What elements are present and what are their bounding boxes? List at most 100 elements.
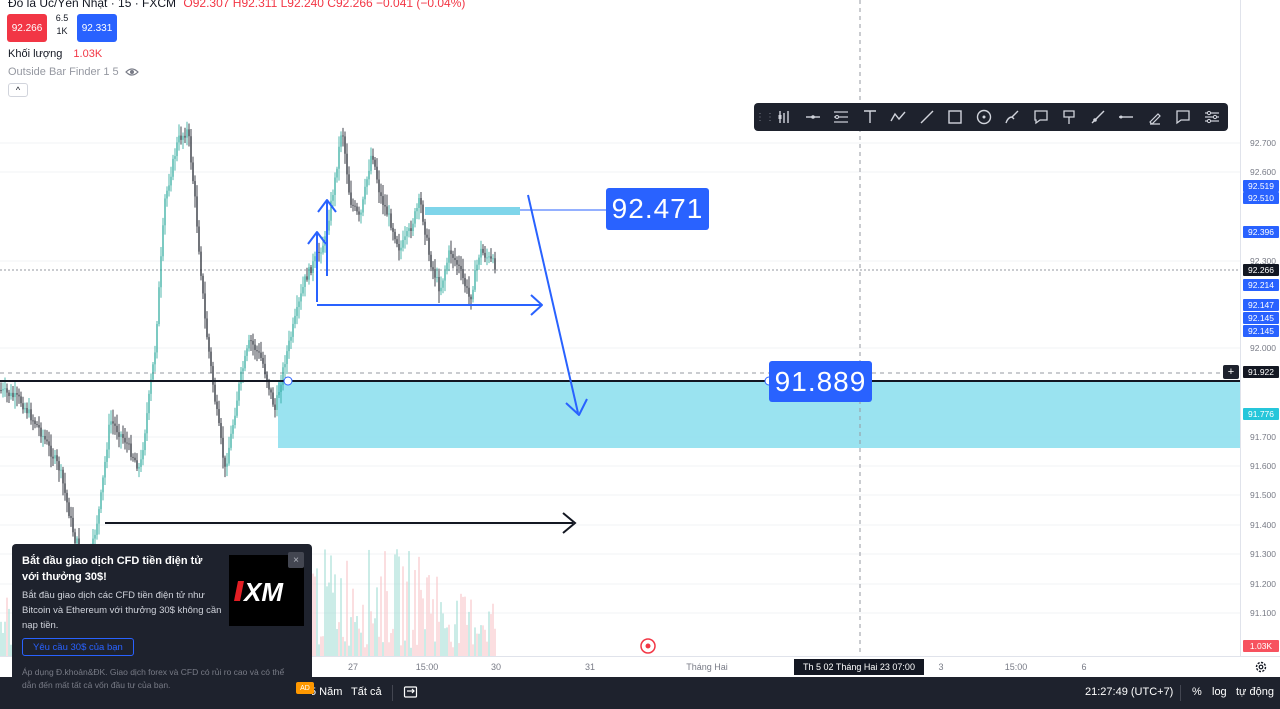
candle-body — [30, 409, 32, 421]
volume-bar — [468, 611, 470, 656]
volume-bar — [394, 554, 396, 656]
candle-body — [434, 269, 436, 278]
candle-body — [134, 457, 136, 461]
flag-tool-button[interactable] — [1055, 105, 1084, 129]
candle-body — [72, 517, 74, 533]
candle-body — [6, 388, 8, 393]
symbol-title[interactable]: Đô la Úc/Yên Nhật · 15 · FXCM — [8, 0, 177, 10]
candle-body — [228, 447, 230, 464]
candle-body — [322, 245, 324, 253]
range-all-button[interactable]: Tất cả — [351, 686, 382, 698]
volume-bar — [398, 556, 400, 656]
candle-body — [360, 212, 362, 215]
brush-tool-button[interactable] — [998, 105, 1027, 129]
candle-body — [118, 432, 120, 437]
candle-body — [350, 192, 352, 205]
templates-tool-button[interactable] — [770, 105, 799, 129]
price-axis-tick: 92.600 — [1250, 167, 1276, 177]
percent-scale-button[interactable]: % — [1192, 686, 1202, 698]
candle-body — [64, 483, 66, 493]
volume-bar — [458, 643, 460, 656]
volume-bar — [434, 641, 436, 656]
horizontal-ray-tool-button[interactable] — [799, 105, 828, 129]
indicator-label: Outside Bar Finder 1 5 — [8, 66, 119, 78]
ad-body: Bắt đầu giao dịch các CFD tiền điện tử n… — [22, 590, 222, 631]
comment-tool-button[interactable] — [1169, 105, 1198, 129]
auto-scale-button[interactable]: tự động — [1236, 686, 1274, 698]
time-axis-tick: 30 — [490, 662, 502, 672]
lower-price-callout[interactable]: 91.889 — [769, 361, 872, 402]
circle-tool-tool-button[interactable] — [970, 105, 999, 129]
candle-body — [146, 413, 148, 434]
sell-button[interactable]: 92.266 — [7, 14, 47, 42]
text-tool-tool-button[interactable] — [856, 105, 885, 129]
candle-body — [354, 205, 356, 207]
candle-body — [490, 256, 492, 259]
callout-tool-button[interactable] — [1027, 105, 1056, 129]
volume-legend[interactable]: Khối lượng 1.03K — [8, 48, 102, 60]
chart-settings-gear-icon[interactable] — [1254, 660, 1268, 674]
volume-bar — [464, 596, 466, 656]
horizontal-line-tool-button[interactable] — [1112, 105, 1141, 129]
volume-bar — [382, 642, 384, 656]
crosshair-time-label: Th 5 02 Tháng Hai 23 07:00 — [794, 659, 924, 675]
ray-tool-button[interactable] — [1084, 105, 1113, 129]
collapse-legend-button[interactable]: ^ — [8, 83, 28, 97]
candle-body — [356, 206, 358, 212]
price-axis[interactable]: 92.700 92.600 92.300 92.000 91.700 91.600 91.5… — [1240, 0, 1280, 656]
price-chart[interactable] — [0, 0, 1240, 656]
black-arrow-right[interactable] — [105, 512, 577, 534]
candle-body — [132, 456, 134, 458]
target-marker-icon — [640, 638, 656, 654]
add-alert-plus-button[interactable]: + — [1223, 365, 1239, 379]
candle-body — [188, 129, 190, 137]
time-axis[interactable]: 6 15:00 3 Tháng Hai 31 30 15:00 27 Th 5 02 Thán… — [0, 656, 1280, 677]
rectangle-tool-button[interactable] — [941, 105, 970, 129]
volume-bar — [352, 588, 354, 656]
candle-body — [460, 265, 462, 269]
buy-button[interactable]: 92.331 — [77, 14, 117, 42]
price-axis-tick: 91.300 — [1250, 549, 1276, 559]
upper-price-callout[interactable]: 92.471 — [606, 188, 709, 230]
upper-zone-rectangle[interactable] — [425, 207, 520, 215]
candle-body — [430, 254, 432, 268]
trend-line-tool-button[interactable] — [913, 105, 942, 129]
range-5-years-button[interactable]: 5 Năm — [310, 686, 343, 698]
toolbar-drag-handle[interactable]: ⋮⋮ — [755, 111, 775, 123]
volume-bar — [412, 629, 414, 656]
demand-zone-rectangle[interactable] — [278, 381, 1240, 448]
candle-body — [114, 423, 116, 426]
candle-body — [212, 366, 214, 385]
volume-bar — [374, 618, 376, 656]
candle-body — [202, 275, 204, 294]
candle-body — [494, 258, 496, 270]
candle-body — [156, 324, 158, 353]
price-axis-tag: 1.03K — [1243, 640, 1279, 652]
ad-close-button[interactable]: × — [288, 552, 304, 568]
candle-body — [130, 443, 132, 457]
symbol-legend[interactable]: Đô la Úc/Yên Nhật · 15 · FXCM O92.307 H9… — [8, 0, 465, 10]
candle-body — [406, 231, 408, 237]
candle-body — [300, 293, 302, 302]
candle-body — [370, 155, 372, 171]
ohlc-values: O92.307 H92.311 L92.240 C92.266 −0.041 (… — [183, 0, 466, 10]
candle-body — [170, 176, 172, 186]
candle-body — [386, 206, 388, 215]
candle-body — [160, 256, 162, 288]
clock-timezone[interactable]: 21:27:49 (UTC+7) — [1085, 686, 1174, 698]
fib-retracement-tool-button[interactable] — [827, 105, 856, 129]
ad-claim-button[interactable]: Yêu cầu 30$ của bạn — [22, 638, 134, 656]
date-range-icon[interactable] — [403, 685, 418, 699]
candle-body — [462, 268, 464, 279]
settings-sliders-tool-button[interactable] — [1198, 105, 1227, 129]
candle-body — [278, 392, 280, 396]
eye-icon[interactable] — [124, 67, 139, 77]
log-scale-button[interactable]: log — [1212, 686, 1227, 698]
promo-ad-popup[interactable]: Bắt đầu giao dịch CFD tiền điện tử với t… — [12, 544, 314, 702]
blue-arrow-drawings[interactable] — [307, 194, 588, 416]
candle-body — [70, 515, 72, 518]
candle-body — [98, 509, 100, 524]
highlighter-tool-button[interactable] — [1141, 105, 1170, 129]
indicator-legend[interactable]: Outside Bar Finder 1 5 — [8, 66, 139, 78]
path-tool-button[interactable] — [884, 105, 913, 129]
